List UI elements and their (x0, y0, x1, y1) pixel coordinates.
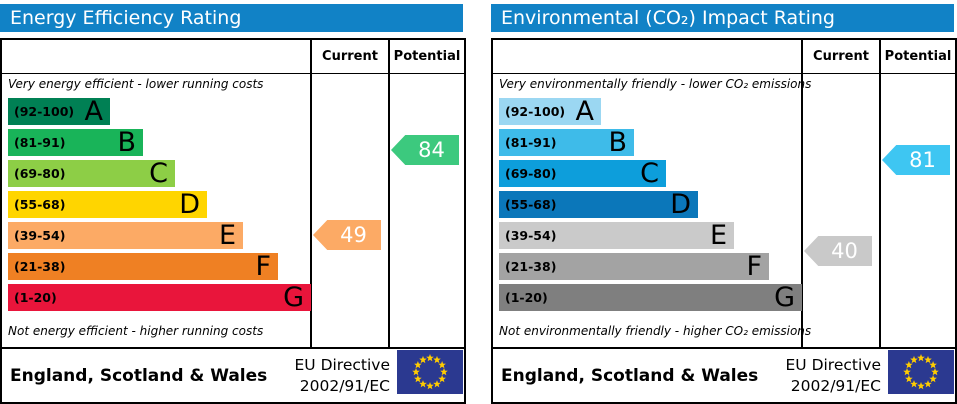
potential-rating-value: 84 (418, 138, 445, 162)
band-letter: D (179, 189, 200, 220)
band-range: (92-100) (14, 104, 75, 119)
environmental-rating-table: Current Potential Very environmentally f… (491, 38, 957, 404)
potential-column-header: Potential (884, 49, 952, 64)
eu-flag-icon (397, 350, 463, 394)
column-divider (310, 40, 312, 347)
band-range: (39-54) (14, 228, 66, 243)
energy-panel-title: Energy Efficiency Rating (0, 4, 463, 32)
band-letter: C (149, 158, 168, 189)
rating-band-scale: (92-100) A (81-91) B (69-80) C (55-68) D… (499, 98, 802, 315)
eu-directive-text: EU Directive 2002/91/EC (786, 349, 882, 402)
footer-region-label: England, Scotland & Wales (501, 365, 759, 386)
band-letter: C (640, 158, 659, 189)
band-range: (69-80) (505, 166, 557, 181)
band-letter: F (255, 251, 271, 282)
environmental-panel-title: Environmental (CO₂) Impact Rating (491, 4, 954, 32)
column-divider (801, 40, 803, 347)
band-g: (1-20) G (499, 284, 802, 311)
band-a: (92-100) A (499, 98, 601, 125)
band-d: (55-68) D (499, 191, 698, 218)
band-d: (55-68) D (8, 191, 207, 218)
band-letter: G (774, 282, 795, 313)
header-row-divider (493, 73, 955, 74)
footer-divider (2, 347, 464, 349)
eu-directive-text: EU Directive 2002/91/EC (295, 349, 391, 402)
band-range: (21-38) (505, 259, 557, 274)
eu-flag-icon (888, 350, 954, 394)
potential-rating-arrow: 81 (882, 145, 950, 175)
eu-directive-line1: EU Directive (294, 355, 391, 374)
band-e: (39-54) E (8, 222, 243, 249)
band-range: (92-100) (505, 104, 566, 119)
band-letter: B (117, 127, 136, 158)
eu-directive-line2: 2002/91/EC (299, 376, 390, 395)
current-rating-value: 40 (831, 239, 858, 263)
footer-divider (493, 347, 955, 349)
band-range: (1-20) (505, 290, 548, 305)
potential-column-header: Potential (393, 49, 461, 64)
band-letter: A (84, 96, 103, 127)
band-letter: E (218, 220, 236, 251)
band-letter: B (608, 127, 627, 158)
energy-rating-table: Current Potential Very energy efficient … (0, 38, 466, 404)
band-letter: E (709, 220, 727, 251)
band-b: (81-91) B (499, 129, 634, 156)
eu-directive-line2: 2002/91/EC (790, 376, 881, 395)
band-range: (55-68) (505, 197, 557, 212)
current-rating-value: 49 (340, 223, 367, 247)
current-rating-arrow: 49 (313, 220, 381, 250)
header-row-divider (2, 73, 464, 74)
footer-region-label: England, Scotland & Wales (10, 365, 268, 386)
band-f: (21-38) F (499, 253, 769, 280)
environmental-impact-panel: Environmental (CO₂) Impact Rating Curren… (491, 0, 957, 404)
band-e: (39-54) E (499, 222, 734, 249)
current-column-header: Current (813, 49, 869, 64)
band-letter: F (746, 251, 762, 282)
column-divider (388, 40, 390, 347)
band-range: (55-68) (14, 197, 66, 212)
band-range: (1-20) (14, 290, 57, 305)
column-divider (879, 40, 881, 347)
top-caption: Very environmentally friendly - lower CO… (499, 77, 812, 91)
band-a: (92-100) A (8, 98, 110, 125)
band-range: (69-80) (14, 166, 66, 181)
current-rating-arrow: 40 (804, 236, 872, 266)
band-g: (1-20) G (8, 284, 311, 311)
band-range: (81-91) (505, 135, 557, 150)
band-c: (69-80) C (499, 160, 666, 187)
band-f: (21-38) F (8, 253, 278, 280)
band-b: (81-91) B (8, 129, 143, 156)
eu-directive-line1: EU Directive (785, 355, 882, 374)
band-letter: D (670, 189, 691, 220)
band-c: (69-80) C (8, 160, 175, 187)
rating-band-scale: (92-100) A (81-91) B (69-80) C (55-68) D… (8, 98, 311, 315)
band-range: (81-91) (14, 135, 66, 150)
current-column-header: Current (322, 49, 378, 64)
top-caption: Very energy efficient - lower running co… (8, 77, 264, 91)
energy-efficiency-panel: Energy Efficiency Rating Current Potenti… (0, 0, 466, 404)
band-letter: A (575, 96, 594, 127)
bottom-caption: Not environmentally friendly - higher CO… (499, 324, 812, 338)
band-range: (39-54) (505, 228, 557, 243)
potential-rating-arrow: 84 (391, 135, 459, 165)
band-range: (21-38) (14, 259, 66, 274)
bottom-caption: Not energy efficient - higher running co… (8, 324, 264, 338)
band-letter: G (283, 282, 304, 313)
potential-rating-value: 81 (909, 148, 936, 172)
